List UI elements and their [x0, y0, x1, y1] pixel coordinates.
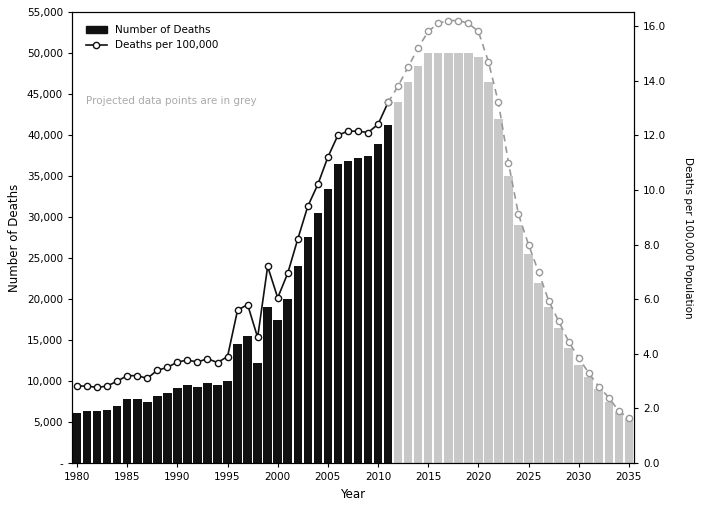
Bar	[534, 283, 543, 463]
Bar	[203, 383, 212, 463]
Bar	[524, 254, 533, 463]
Bar	[324, 189, 332, 463]
Bar	[494, 119, 503, 463]
Bar	[394, 102, 402, 463]
Bar	[264, 306, 272, 463]
Bar	[243, 336, 252, 463]
Bar	[343, 161, 352, 463]
Bar	[133, 399, 142, 463]
Bar	[73, 413, 81, 463]
Bar	[193, 387, 202, 463]
Bar	[313, 213, 322, 463]
Bar	[594, 389, 603, 463]
Bar	[334, 164, 342, 463]
Bar	[304, 237, 312, 463]
Bar	[504, 176, 512, 463]
Bar	[515, 225, 523, 463]
Bar	[294, 266, 302, 463]
Bar	[444, 53, 453, 463]
Bar	[434, 53, 442, 463]
Bar	[464, 53, 472, 463]
Bar	[163, 392, 172, 463]
Bar	[213, 385, 222, 463]
Y-axis label: Deaths per 100,000 Population: Deaths per 100,000 Population	[683, 157, 693, 319]
Text: Projected data points are in grey: Projected data points are in grey	[86, 96, 257, 106]
Bar	[615, 412, 623, 463]
Bar	[604, 402, 613, 463]
Bar	[103, 410, 111, 463]
X-axis label: Year: Year	[341, 488, 365, 501]
Bar	[574, 365, 583, 463]
Bar	[273, 321, 282, 463]
Bar	[143, 403, 151, 463]
Bar	[253, 363, 262, 463]
Bar	[173, 388, 182, 463]
Bar	[564, 348, 573, 463]
Bar	[585, 377, 593, 463]
Bar	[454, 53, 463, 463]
Bar	[414, 66, 423, 463]
Bar	[544, 307, 553, 463]
Bar	[625, 418, 633, 463]
Bar	[93, 411, 102, 463]
Bar	[113, 406, 121, 463]
Bar	[554, 328, 563, 463]
Y-axis label: Number of Deaths: Number of Deaths	[8, 184, 21, 292]
Bar	[354, 158, 362, 463]
Bar	[484, 82, 493, 463]
Bar	[83, 411, 91, 463]
Bar	[383, 125, 393, 463]
Bar	[404, 82, 412, 463]
Bar	[474, 58, 482, 463]
Bar	[283, 299, 292, 463]
Bar	[224, 381, 232, 463]
Bar	[123, 399, 132, 463]
Bar	[183, 385, 191, 463]
Bar	[364, 156, 372, 463]
Legend: Number of Deaths, Deaths per 100,000: Number of Deaths, Deaths per 100,000	[83, 22, 222, 53]
Bar	[374, 144, 382, 463]
Bar	[233, 344, 242, 463]
Bar	[153, 396, 161, 463]
Bar	[424, 53, 433, 463]
